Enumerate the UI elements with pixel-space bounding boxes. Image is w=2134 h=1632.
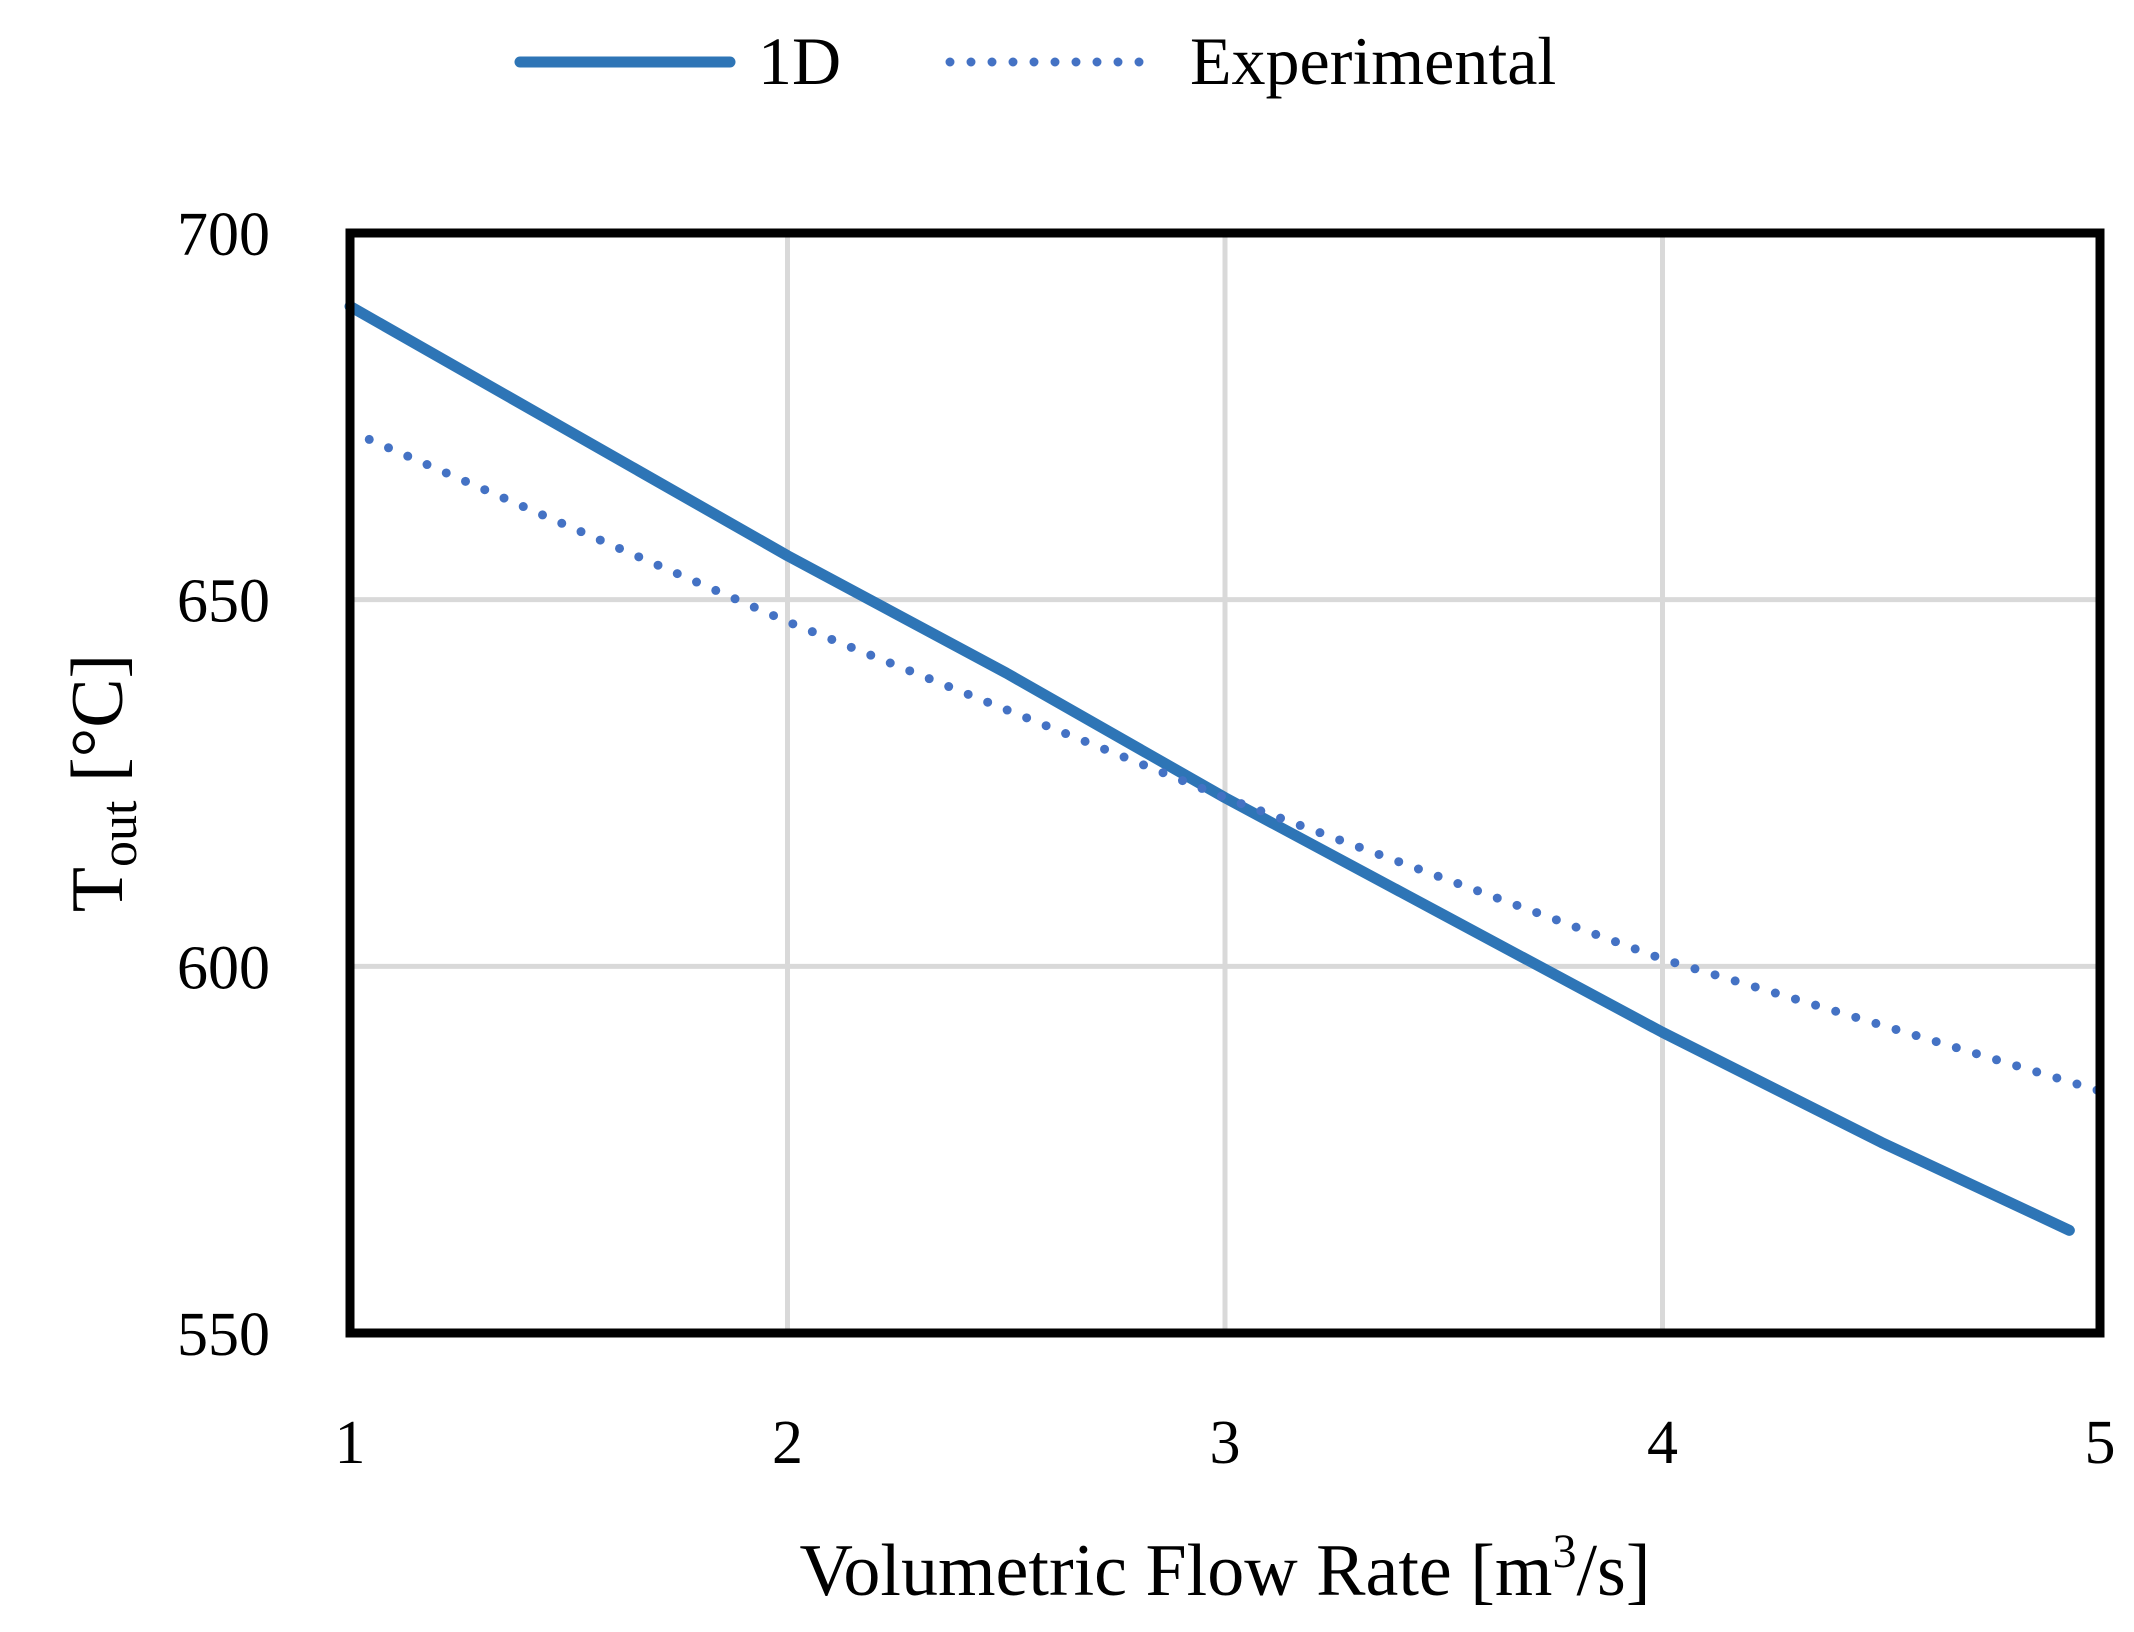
x-tick-label: 5 [2085,1409,2116,1477]
legend-label-experimental: Experimental [1190,23,1556,99]
x-tick-label: 2 [772,1409,803,1477]
y-tick-label: 600 [177,934,270,1002]
gridlines [350,233,2100,1333]
x-axis-title-sup: 3 [1552,1525,1576,1578]
x-tick-label: 3 [1210,1409,1241,1477]
series-line-experimental [345,426,2105,1096]
x-tick-label: 4 [1647,1409,1678,1477]
y-axis-title: Tout [°C] [57,654,148,912]
series-line-1d [344,300,2075,1236]
x-axis-title-end: /s] [1576,1530,1650,1612]
plot-frame [345,228,2105,1338]
x-axis-title-main: Volumetric Flow Rate [m [800,1530,1553,1612]
x-tick-label: 1 [335,1409,366,1477]
legend: 1D Experimental [514,23,1556,99]
x-axis-title: Volumetric Flow Rate [m3/s] [800,1525,1651,1612]
x-tick-labels: 1 2 3 4 5 [335,1409,2116,1477]
y-axis-title-end: [°C] [57,654,139,801]
y-axis-title-sub: out [91,800,148,867]
legend-label-1d: 1D [758,23,841,99]
y-tick-label: 650 [177,568,270,636]
y-axis-title-main: T [57,867,139,912]
y-tick-labels: 550 600 650 700 [177,201,270,1369]
series-layer [344,300,2105,1236]
y-tick-label: 550 [177,1301,270,1369]
y-tick-label: 700 [177,201,270,269]
